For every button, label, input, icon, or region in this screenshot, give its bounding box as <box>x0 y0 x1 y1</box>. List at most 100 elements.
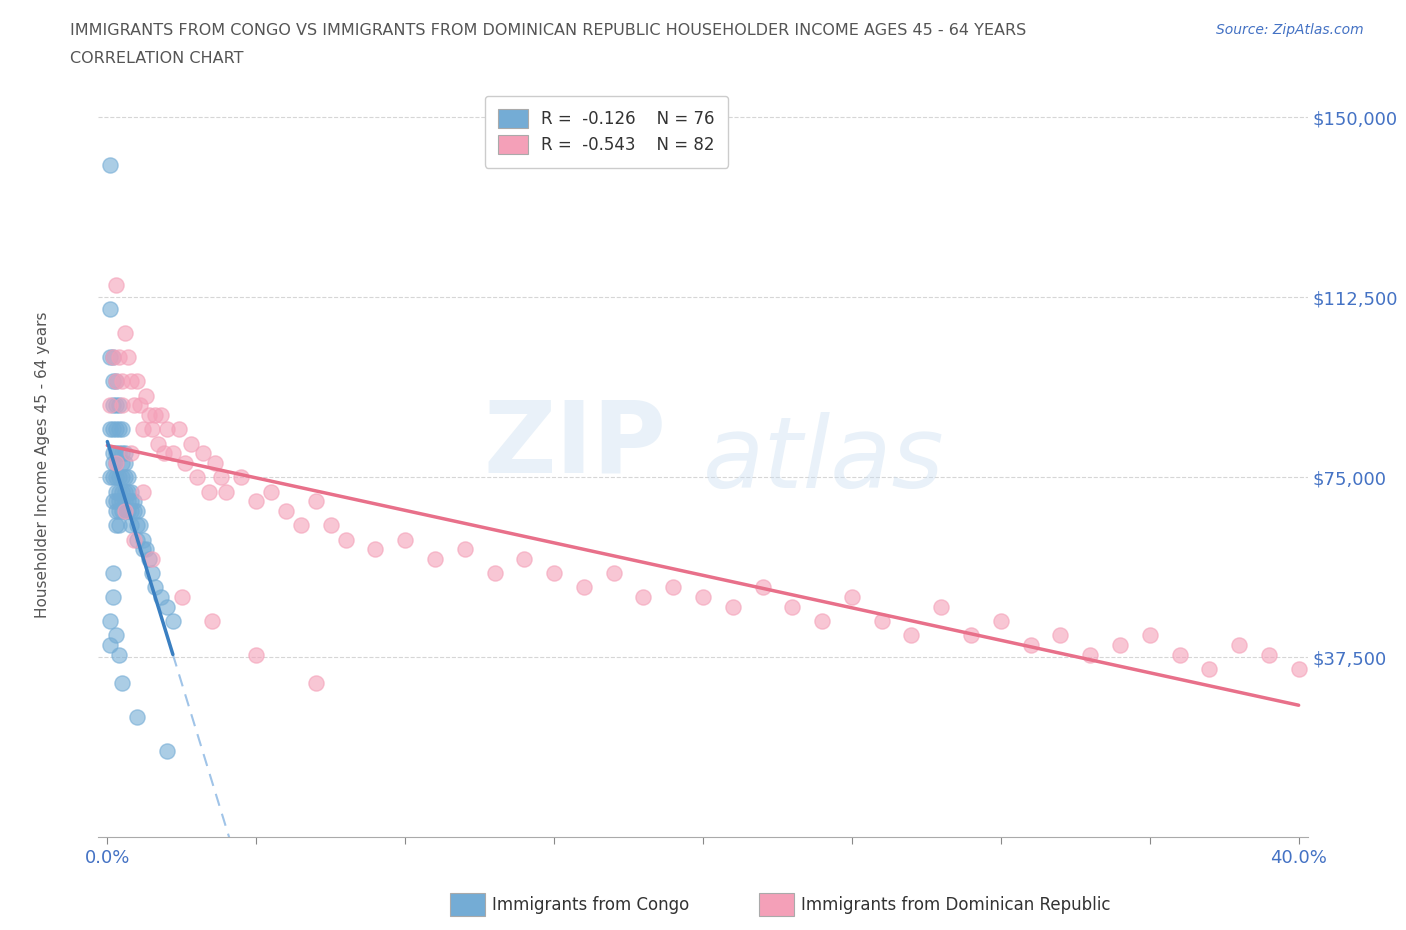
Text: ZIP: ZIP <box>484 397 666 494</box>
Point <box>117 494 139 509</box>
Point <box>960 628 983 643</box>
Point <box>103 350 125 365</box>
Point <box>156 599 179 614</box>
Point <box>135 388 157 403</box>
Point <box>335 532 357 547</box>
Point <box>721 599 744 614</box>
Point <box>120 485 142 499</box>
Point <box>197 485 219 499</box>
Point <box>108 398 131 413</box>
Point <box>105 485 128 499</box>
Point <box>364 541 387 556</box>
Point <box>120 445 142 460</box>
Point <box>105 628 128 643</box>
Point <box>141 551 163 566</box>
Point <box>394 532 416 547</box>
Point <box>103 590 125 604</box>
Point <box>120 374 142 389</box>
Point <box>129 518 152 533</box>
Point <box>98 350 121 365</box>
Point <box>105 421 128 436</box>
Point <box>143 580 166 595</box>
Point <box>103 445 125 460</box>
Point <box>633 590 655 604</box>
Point <box>900 628 922 643</box>
Point <box>231 470 253 485</box>
Point <box>111 485 134 499</box>
Point <box>108 485 131 499</box>
Point <box>120 518 142 533</box>
Point <box>108 647 131 662</box>
Point <box>162 614 184 629</box>
Point <box>117 470 139 485</box>
Point <box>120 494 142 509</box>
Text: Immigrants from Dominican Republic: Immigrants from Dominican Republic <box>801 896 1111 914</box>
Point <box>245 494 267 509</box>
Point <box>111 494 134 509</box>
Point <box>138 407 160 422</box>
Point <box>319 518 342 533</box>
Point <box>103 565 125 580</box>
Point <box>111 503 134 518</box>
Point <box>662 580 685 595</box>
Point <box>1257 647 1279 662</box>
Point <box>127 710 149 724</box>
Text: Immigrants from Congo: Immigrants from Congo <box>492 896 689 914</box>
Point <box>143 407 166 422</box>
Point <box>105 470 128 485</box>
Point <box>209 470 232 485</box>
Legend: R =  -0.126    N = 76, R =  -0.543    N = 82: R = -0.126 N = 76, R = -0.543 N = 82 <box>485 96 728 167</box>
Point <box>1139 628 1161 643</box>
Text: Source: ZipAtlas.com: Source: ZipAtlas.com <box>1216 23 1364 37</box>
Point <box>156 421 179 436</box>
Point <box>751 580 773 595</box>
Point <box>98 470 121 485</box>
Point <box>423 551 446 566</box>
Point <box>132 421 155 436</box>
Point <box>186 470 208 485</box>
Point <box>572 580 595 595</box>
Point <box>108 350 131 365</box>
Point <box>149 407 172 422</box>
Point <box>103 421 125 436</box>
Point <box>105 398 128 413</box>
Point <box>108 470 131 485</box>
Point <box>1049 628 1071 643</box>
Point <box>290 518 312 533</box>
Point <box>105 456 128 471</box>
Point <box>1168 647 1191 662</box>
Point <box>114 445 136 460</box>
Point <box>132 485 155 499</box>
Point <box>111 421 134 436</box>
Point <box>204 456 226 471</box>
Point <box>98 421 121 436</box>
Point <box>117 350 139 365</box>
Point <box>173 456 195 471</box>
Point <box>98 301 121 316</box>
Point <box>1109 638 1132 653</box>
Point <box>122 503 145 518</box>
Point <box>120 503 142 518</box>
Point <box>1019 638 1042 653</box>
Point <box>156 743 179 758</box>
Point <box>103 494 125 509</box>
Point <box>98 398 121 413</box>
Point <box>1227 638 1250 653</box>
Point <box>513 551 536 566</box>
Point <box>180 436 202 451</box>
Point <box>105 456 128 471</box>
Point <box>929 599 952 614</box>
Point <box>114 326 136 340</box>
Point <box>114 485 136 499</box>
Point <box>305 494 328 509</box>
Point <box>111 445 134 460</box>
Point <box>108 445 131 460</box>
Point <box>127 518 149 533</box>
Point <box>245 647 267 662</box>
Point <box>111 374 134 389</box>
Point <box>1078 647 1101 662</box>
Point <box>146 436 169 451</box>
Point <box>114 503 136 518</box>
Point <box>454 541 477 556</box>
Point <box>122 398 145 413</box>
